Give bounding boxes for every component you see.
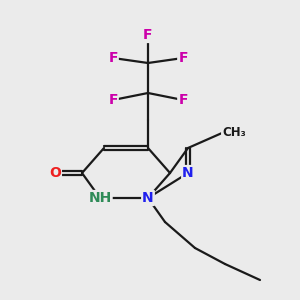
Text: CH₃: CH₃ xyxy=(222,127,246,140)
Text: F: F xyxy=(108,51,118,65)
Text: N: N xyxy=(142,191,154,205)
Text: F: F xyxy=(178,93,188,107)
Text: F: F xyxy=(178,51,188,65)
Text: F: F xyxy=(108,93,118,107)
Text: NH: NH xyxy=(88,191,112,205)
Text: F: F xyxy=(143,28,153,42)
Text: O: O xyxy=(49,166,61,180)
Text: N: N xyxy=(182,166,194,180)
